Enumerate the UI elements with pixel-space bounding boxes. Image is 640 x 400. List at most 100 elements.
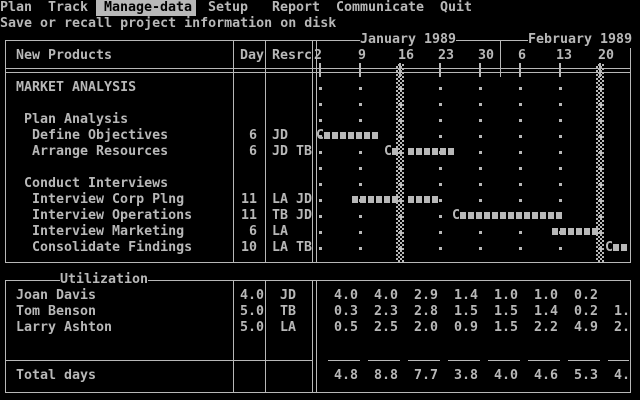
gantt-bar-segment	[416, 148, 422, 155]
total-value: 4.6	[534, 368, 559, 383]
resource-name[interactable]: Tom Benson	[16, 304, 97, 319]
border-line	[500, 41, 501, 77]
grid-dot	[519, 199, 522, 202]
resource-name[interactable]: Larry Ashton	[16, 320, 113, 335]
grid-dot	[359, 183, 362, 186]
gantt-bar-segment	[516, 212, 522, 219]
menu-item-quit[interactable]: Quit	[440, 0, 473, 15]
gantt-bar-segment	[460, 212, 466, 219]
grid-dot	[359, 119, 362, 122]
tick-mark	[439, 63, 441, 77]
gantt-bar-segment	[432, 148, 438, 155]
grid-dot	[519, 167, 522, 170]
utilization-value: 0.2	[574, 304, 599, 319]
grid-dot	[479, 231, 482, 234]
gantt-bar-segment	[332, 132, 338, 139]
gantt-bar-segment	[424, 196, 430, 203]
task-days: 6	[248, 224, 257, 239]
border-line	[5, 262, 631, 263]
task-name[interactable]: Plan Analysis	[24, 112, 129, 127]
task-name[interactable]: Interview Marketing	[32, 224, 185, 239]
date-marker-stripe	[596, 64, 604, 262]
utilization-value: 2.2	[534, 320, 559, 335]
border-line	[5, 280, 6, 393]
gantt-bar-segment	[440, 148, 446, 155]
menu-item-setup[interactable]: Setup	[208, 0, 249, 15]
grid-dot	[479, 167, 482, 170]
grid-dot	[479, 135, 482, 138]
task-days: 6	[248, 144, 257, 159]
grid-dot	[319, 167, 322, 170]
task-name[interactable]: MARKET ANALYSIS	[16, 80, 137, 95]
grid-dot	[359, 151, 362, 154]
gantt-bar-segment	[392, 148, 398, 155]
total-rule	[528, 360, 560, 361]
grid-dot	[439, 167, 442, 170]
gantt-bar-segment	[432, 196, 438, 203]
task-days: 11	[240, 208, 257, 223]
menu-item-manage-data[interactable]: Manage-data	[96, 0, 197, 16]
gantt-bar-segment	[568, 228, 574, 235]
border-line	[5, 68, 631, 69]
utilization-value: 1.5	[494, 304, 519, 319]
total-value: 4.0	[494, 368, 519, 383]
gantt-bar-segment	[424, 148, 430, 155]
border-line	[265, 280, 266, 392]
gantt-bar-segment	[492, 212, 498, 219]
tick-label: 16	[398, 48, 415, 63]
task-resources: LA TB	[272, 240, 313, 255]
grid-dot	[359, 87, 362, 90]
menu-item-plan[interactable]: Plan	[0, 0, 33, 15]
menu-item-communicate[interactable]: Communicate	[336, 0, 425, 15]
tick-label: 20	[598, 48, 615, 63]
gantt-bar-segment	[416, 196, 422, 203]
task-name[interactable]: Arrange Resources	[32, 144, 169, 159]
menu-item-track[interactable]: Track	[48, 0, 89, 15]
grid-dot	[359, 215, 362, 218]
month-label-january: January 1989	[360, 32, 457, 48]
total-value: 4.8	[334, 368, 359, 383]
grid-dot	[559, 103, 562, 106]
grid-dot	[519, 151, 522, 154]
utilization-value: 2.	[614, 320, 631, 335]
border-line	[5, 40, 6, 263]
task-resources: JD TB	[272, 144, 313, 159]
grid-dot	[359, 167, 362, 170]
gantt-bar-segment	[408, 196, 414, 203]
resource-name[interactable]: Joan Davis	[16, 288, 97, 303]
task-name[interactable]: Interview Corp Plng	[32, 192, 185, 207]
date-marker-stripe	[396, 64, 404, 262]
task-days: 6	[248, 128, 257, 143]
utilization-title: Utilization	[60, 272, 149, 288]
total-rule	[328, 360, 360, 361]
menu-item-report[interactable]: Report	[272, 0, 321, 15]
gantt-bar-segment	[584, 228, 590, 235]
utilization-value: 4.0	[334, 288, 359, 303]
border-line	[233, 280, 234, 392]
tick-mark	[559, 63, 561, 77]
border-line	[5, 280, 631, 281]
gantt-bar-segment	[340, 132, 346, 139]
gantt-bar-segment	[372, 132, 378, 139]
utilization-value: 4.0	[374, 288, 399, 303]
border-line	[630, 40, 631, 263]
task-name[interactable]: Interview Operations	[32, 208, 193, 223]
resource-days: 4.0	[240, 288, 265, 303]
grid-dot	[519, 231, 522, 234]
total-rule	[568, 360, 600, 361]
grid-dot	[319, 183, 322, 186]
utilization-value: 4.9	[574, 320, 599, 335]
tick-label: 23	[438, 48, 455, 63]
total-rule	[488, 360, 520, 361]
resource-days: 5.0	[240, 304, 265, 319]
grid-dot	[559, 119, 562, 122]
task-name[interactable]: Conduct Interviews	[24, 176, 169, 191]
border-line	[312, 40, 313, 262]
grid-dot	[479, 87, 482, 90]
grid-dot	[519, 183, 522, 186]
utilization-value: 1.4	[454, 288, 479, 303]
gantt-bar-conflict-marker: C	[316, 128, 325, 143]
task-name[interactable]: Consolidate Findings	[32, 240, 193, 255]
task-name[interactable]: Define Objectives	[32, 128, 169, 143]
resource-code: JD	[280, 288, 297, 303]
